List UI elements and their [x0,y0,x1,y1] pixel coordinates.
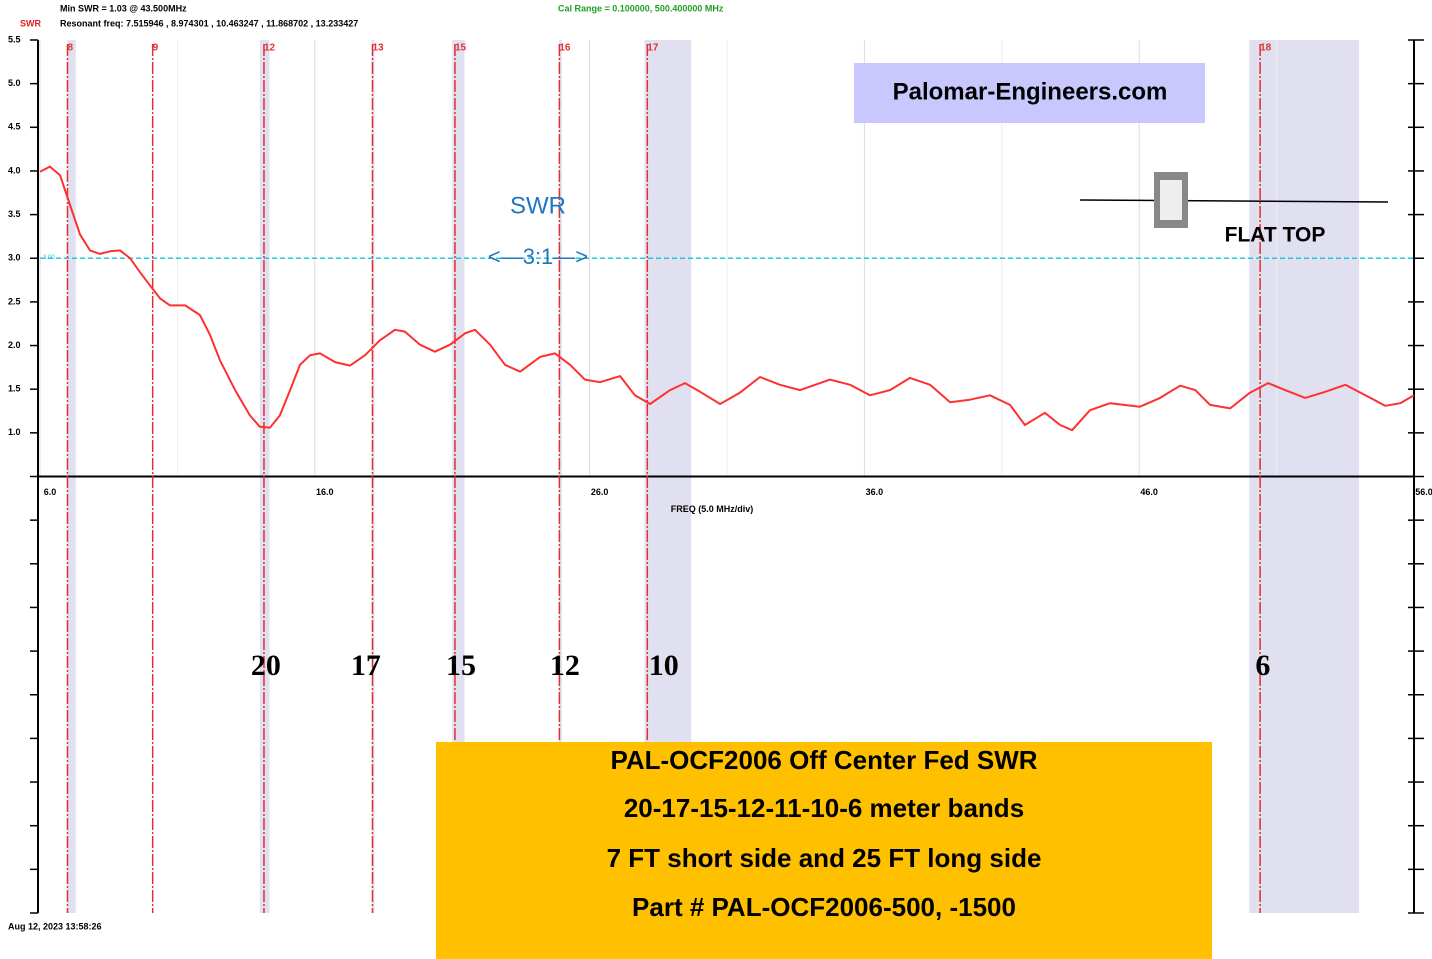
marker-label: 16 [559,43,571,54]
description-line: Part # PAL-OCF2006-500, -1500 [632,892,1016,922]
min-swr: Min SWR = 1.03 @ 43.500MHz [60,3,187,13]
y-tick-label: 1.0 [8,427,21,437]
chart: Min SWR = 1.03 @ 43.500MHz SWR Resonant … [0,0,1432,959]
description-line: PAL-OCF2006 Off Center Fed SWR [610,745,1037,775]
band-label: 6 [1255,649,1270,682]
marker-label: 13 [373,43,385,54]
description-line: 7 FT short side and 25 FT long side [607,843,1042,873]
x-tick-label: 16.0 [316,487,334,497]
marker-label: 8 [67,43,73,54]
band-label: 20 [251,649,281,682]
y-tick-label: 2.0 [8,340,21,350]
cal-range: Cal Range = 0.100000, 500.400000 MHz [558,3,724,13]
band-label: 10 [649,649,679,682]
marker-label: 17 [647,43,659,54]
x-tick-label: 6.0 [44,487,57,497]
marker-label: 15 [455,43,467,54]
timestamp: Aug 12, 2023 13:58:26 [8,921,102,931]
y-tick-label: 4.0 [8,165,21,175]
website: Palomar-Engineers.com [893,78,1168,105]
band-label: 17 [351,649,381,682]
y-tick-label: 4.5 [8,122,21,132]
marker-label: 12 [264,43,276,54]
reference-label: 3.00 [43,255,55,261]
description-line: 20-17-15-12-11-10-6 meter bands [624,793,1024,823]
x-tick-label: 46.0 [1140,487,1158,497]
x-axis-label: FREQ (5.0 MHz/div) [671,504,754,514]
marker-label: 9 [153,43,159,54]
resonant-freq: Resonant freq: 7.515946 , 8.974301 , 10.… [60,18,358,28]
y-tick-label: 5.5 [8,34,21,44]
ratio-annotation: <—3:1—> [488,244,588,269]
flat-top: FLAT TOP [1225,224,1326,247]
legend-entry: SWR [20,18,41,28]
y-tick-label: 5.0 [8,78,21,88]
band-label: 12 [550,649,580,682]
x-tick-label: 26.0 [591,487,609,497]
y-tick-label: 3.0 [8,253,21,263]
marker-label: 18 [1260,43,1272,54]
x-tick-label: 56.0 [1415,487,1432,497]
y-tick-label: 3.5 [8,209,21,219]
y-tick-label: 1.5 [8,384,21,394]
y-tick-label: 2.5 [8,296,21,306]
x-tick-label: 36.0 [866,487,884,497]
swr-annotation: SWR [510,192,566,219]
band-label: 15 [446,649,476,682]
antenna-balun-body [1160,180,1182,220]
